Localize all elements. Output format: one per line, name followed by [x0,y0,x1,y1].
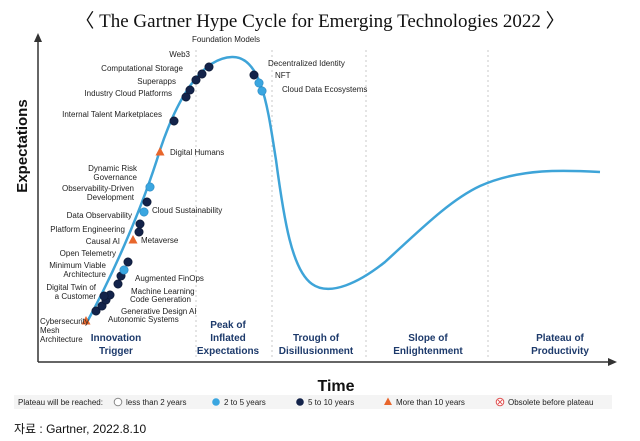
source-caption: 자료 : Gartner, 2022.8.10 [14,422,147,436]
label-autonomic-systems: Autonomic Systems [108,315,179,324]
marker-nft [254,78,264,88]
legend-symbol [296,398,304,406]
label-observability-driven-development: Observability-Driven Development [62,184,135,202]
legend-symbol [113,397,123,407]
legend-symbol-cross [497,399,503,405]
label-causal-ai: Causal AI [86,237,120,246]
legend-symbol [212,398,220,406]
label-internal-talent-marketplaces: Internal Talent Marketplaces [62,110,162,119]
phase-label-slope: Slope of Enlightenment [393,333,463,357]
label-metaverse: Metaverse [141,236,179,245]
label-nft: NFT [275,71,291,80]
marker-computational-storage [191,75,201,85]
legend-item-5to10: 5 to 10 years [296,398,354,407]
marker-cloud-sustainability [139,207,149,217]
marker-internal-talent-marketplaces [169,116,179,126]
legend-label: less than 2 years [126,398,186,407]
marker-platform-engineering [134,227,144,237]
legend-symbol [384,397,392,405]
phase-line: Enlightenment [393,346,463,357]
marker-web3 [197,69,207,79]
phase-line: Peak of [210,320,246,331]
label-augmented-finops: Augmented FinOps [135,274,204,283]
label-decentralized-identity: Decentralized Identity [268,59,345,68]
label-computational-storage: Computational Storage [101,64,183,73]
legend-item-gt10: More than 10 years [384,397,465,407]
phase-line: Plateau of [536,333,584,344]
marker-metaverse [128,235,138,244]
y-axis-arrow [34,33,42,42]
legend-item-obsolete: Obsolete before plateau [495,397,593,407]
label-dynamic-risk-governance: Dynamic Risk Governance [88,164,138,182]
phase-label-trough: Trough of Disillusionment [279,333,354,357]
phase-label-innovation-trigger: Innovation Trigger [91,333,142,357]
marker-industry-cloud-platforms [181,92,191,102]
label-platform-engineering: Platform Engineering [50,225,125,234]
legend-label: More than 10 years [396,398,465,407]
legend-label: 5 to 10 years [308,398,354,407]
legend-box [14,395,612,409]
label-open-telemetry: Open Telemetry [60,249,116,258]
marker-observability-driven-development [142,197,152,207]
legend-item-lt2: less than 2 years [113,397,186,407]
label-minimum-viable-architecture: Minimum Viable Architecture [49,261,106,279]
x-axis-arrow [608,358,617,366]
marker-cloud-data-ecosystems [257,86,267,96]
marker-cybersecurity-mesh-architecture [81,316,91,325]
marker-digital-twin-of-a-customer [99,291,109,301]
y-axis-title: Expectations [14,99,31,192]
marker-causal-ai [123,257,133,267]
marker-decentralized-identity [249,70,259,80]
technology-markers [81,62,267,325]
label-digital-humans: Digital Humans [170,148,224,157]
legend-item-2to5: 2 to 5 years [212,398,266,407]
phase-line: Productivity [531,346,589,357]
label-cloud-data-ecosystems: Cloud Data Ecosystems [282,85,367,94]
phase-line: Disillusionment [279,346,354,357]
phase-label-peak: Peak of Inflated Expectations [197,320,260,357]
marker-data-observability [135,219,145,229]
label-cloud-sustainability: Cloud Sustainability [152,206,222,215]
label-generative-design-ai: Generative Design AI [121,307,197,316]
phase-label-plateau: Plateau of Productivity [531,333,589,357]
x-axis-title: Time [317,378,354,395]
technology-labels: Cybersecurity Mesh Architecture Autonomic S… [40,35,367,344]
marker-digital-humans [155,147,165,156]
label-machine-learning: Machine Learning [131,287,195,296]
label-data-observability: Data Observability [67,211,132,220]
phase-line: Innovation [91,333,142,344]
label-cybersecurity-mesh-architecture: Cybersecurity Mesh Architecture [40,317,89,344]
marker-autonomic-systems [91,306,101,316]
phase-line: Trigger [99,346,133,357]
phase-line: Inflated [210,333,246,344]
label-digital-twin-of-a-customer: Digital Twin of a Customer [46,283,96,301]
label-industry-cloud-platforms: Industry Cloud Platforms [84,89,172,98]
label-foundation-models: Foundation Models [192,35,260,44]
marker-superapps [185,85,195,95]
legend-label: 2 to 5 years [224,398,266,407]
marker-augmented-finops [113,279,123,289]
marker-foundation-models [204,62,214,72]
phase-line: Trough of [293,333,340,344]
phase-line: Expectations [197,346,260,357]
page-title: 〈 The Gartner Hype Cycle for Emerging Te… [75,11,565,32]
label-web3: Web3 [169,50,190,59]
marker-dynamic-risk-governance [145,182,155,192]
label-superapps: Superapps [137,77,176,86]
marker-open-telemetry [119,265,129,275]
label-code-generation: Code Generation [130,295,191,304]
phase-line: Slope of [408,333,448,344]
legend-heading: Plateau will be reached: [18,398,103,407]
legend: Plateau will be reached: less than 2 yea… [14,395,612,409]
legend-label: Obsolete before plateau [508,398,593,407]
